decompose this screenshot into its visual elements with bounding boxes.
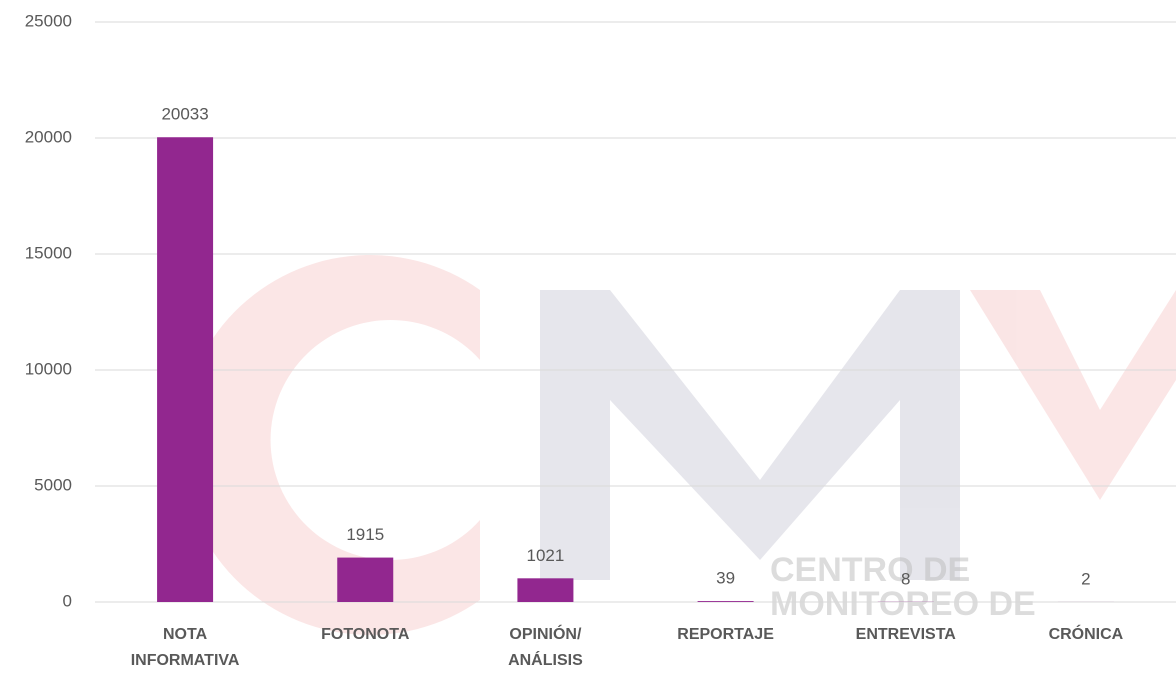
watermark-text: MONITOREO DE xyxy=(770,585,1036,623)
bar xyxy=(157,137,214,602)
watermark-m xyxy=(540,290,960,580)
data-label: 1915 xyxy=(346,525,384,544)
x-tick-label: NOTA INFORMATIVA xyxy=(130,626,240,669)
x-tick-label: OPINIÓN/ ANÁLISIS xyxy=(508,626,583,669)
data-label: 2 xyxy=(1081,569,1090,588)
data-label: 1021 xyxy=(527,546,565,565)
bar xyxy=(697,601,754,602)
y-tick-label: 10000 xyxy=(25,359,72,378)
data-label: 39 xyxy=(716,569,735,588)
data-label: 8 xyxy=(901,569,910,588)
x-tick-label: FOTONOTA xyxy=(321,626,410,643)
y-tick-label: 0 xyxy=(63,591,72,610)
x-tick-label: ENTREVISTA xyxy=(855,626,956,643)
y-tick-label: 5000 xyxy=(34,475,72,494)
x-tick-label: CRÓNICA xyxy=(1048,626,1124,643)
watermark-c xyxy=(180,255,480,636)
data-label: 20033 xyxy=(161,105,208,124)
y-tick-label: 15000 xyxy=(25,243,72,262)
watermark-logo xyxy=(180,255,1176,636)
watermark-text: CENTRO DE xyxy=(770,551,970,589)
watermark-v xyxy=(970,290,1176,500)
x-tick-label: REPORTAJE xyxy=(677,626,774,643)
y-tick-label: 25000 xyxy=(25,11,72,30)
y-tick-label: 20000 xyxy=(25,127,72,146)
bar xyxy=(517,578,574,602)
bar xyxy=(337,557,394,602)
